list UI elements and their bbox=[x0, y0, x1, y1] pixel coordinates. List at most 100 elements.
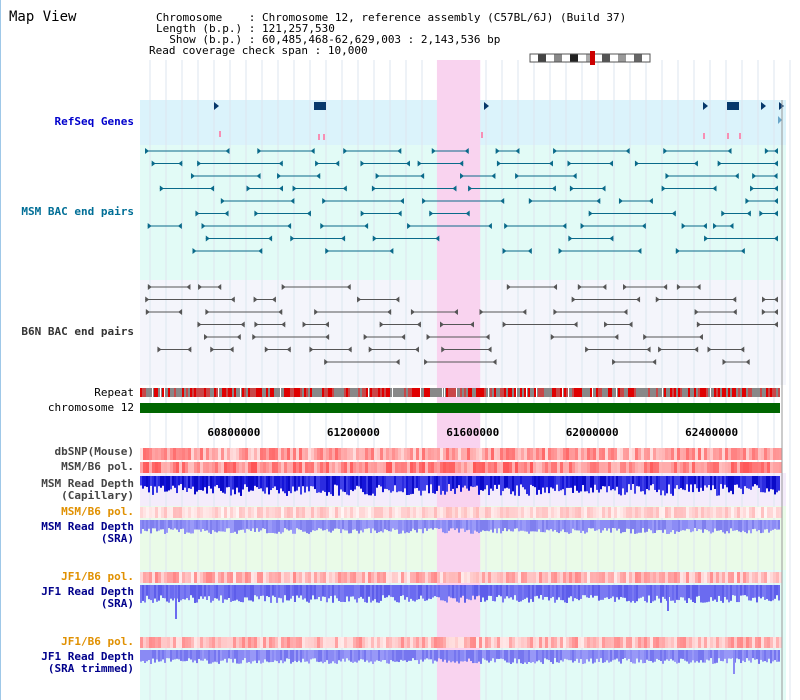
depth-bar bbox=[566, 520, 568, 533]
b6n-bac-end-pairs-label[interactable]: B6N BAC end pairs bbox=[21, 325, 134, 338]
depth-bar bbox=[180, 520, 182, 530]
depth-bar bbox=[242, 585, 244, 603]
jf1-b6-pol-label[interactable]: JF1/B6 pol. bbox=[61, 570, 134, 583]
depth-bar bbox=[498, 520, 500, 529]
refseq-genes-label[interactable]: RefSeq Genes bbox=[54, 115, 134, 128]
heat-cell bbox=[509, 448, 512, 460]
heat-cell bbox=[380, 448, 383, 460]
depth-bar bbox=[444, 520, 446, 534]
depth-bar bbox=[442, 585, 444, 601]
dbsnp-strip bbox=[140, 448, 782, 460]
heat-cell bbox=[416, 462, 419, 473]
heat-cell bbox=[755, 462, 758, 473]
heat-cell bbox=[581, 462, 584, 473]
depth-bar bbox=[530, 585, 532, 600]
heat-cell bbox=[725, 507, 728, 518]
depth-bar bbox=[412, 650, 414, 659]
heat-cell bbox=[590, 572, 593, 583]
depth-bar bbox=[552, 650, 554, 664]
depth-bar bbox=[548, 650, 550, 661]
heat-cell bbox=[278, 462, 281, 473]
heat-cell bbox=[761, 637, 764, 648]
repeat-element bbox=[482, 388, 484, 397]
heat-cell bbox=[290, 572, 293, 583]
heat-cell bbox=[440, 637, 443, 648]
depth-bar bbox=[210, 650, 212, 664]
depth-bar bbox=[762, 476, 764, 493]
depth-bar bbox=[248, 520, 250, 530]
heat-cell bbox=[449, 462, 452, 473]
depth-bar bbox=[696, 585, 698, 597]
depth-bar bbox=[742, 585, 744, 596]
heat-cell bbox=[671, 448, 674, 460]
heat-cell bbox=[287, 637, 290, 648]
heat-cell bbox=[503, 637, 506, 648]
depth-bar bbox=[546, 585, 548, 597]
depth-bar bbox=[172, 650, 174, 660]
jf1-read-depth-sra-label[interactable]: JF1 Read Depth bbox=[41, 585, 134, 598]
heat-cell bbox=[191, 448, 194, 460]
heat-cell bbox=[692, 507, 695, 518]
depth-bar bbox=[176, 476, 178, 494]
heat-cell bbox=[680, 637, 683, 648]
depth-bar bbox=[606, 650, 608, 661]
depth-bar bbox=[730, 520, 732, 529]
heat-cell bbox=[746, 637, 749, 648]
depth-bar bbox=[680, 476, 682, 489]
bac-end-arrow bbox=[681, 223, 686, 229]
depth-bar bbox=[388, 585, 390, 596]
msm-bac-end-pairs-label[interactable]: MSM BAC end pairs bbox=[21, 205, 134, 218]
msm-b6-pol-label[interactable]: MSM/B6 pol. bbox=[61, 460, 134, 473]
depth-bar bbox=[296, 650, 298, 663]
depth-bar bbox=[590, 585, 592, 596]
heat-cell bbox=[470, 572, 473, 583]
repeat-element bbox=[514, 388, 516, 397]
heat-cell bbox=[452, 572, 455, 583]
depth-bar bbox=[510, 650, 512, 664]
repeat-element bbox=[332, 388, 334, 397]
jf1-read-depth-trimmed-label[interactable]: JF1 Read Depth bbox=[41, 650, 134, 663]
depth-bar bbox=[302, 650, 304, 659]
depth-bar bbox=[228, 650, 230, 659]
depth-bar bbox=[322, 476, 324, 491]
heat-cell bbox=[659, 448, 662, 460]
depth-bar bbox=[140, 476, 142, 486]
gene-exon-mark bbox=[727, 133, 729, 139]
heat-cell bbox=[161, 462, 164, 473]
depth-bar bbox=[294, 476, 296, 492]
depth-bar bbox=[518, 520, 520, 532]
depth-bar bbox=[464, 476, 466, 486]
msm-b6-pol-sra-label[interactable]: MSM/B6 pol. bbox=[61, 505, 134, 518]
heat-cell bbox=[461, 637, 464, 648]
depth-bar bbox=[362, 520, 364, 533]
depth-bar bbox=[612, 650, 614, 661]
bac-end-arrow bbox=[729, 223, 734, 229]
depth-bar bbox=[758, 520, 760, 531]
depth-bar bbox=[404, 650, 406, 661]
depth-bar bbox=[190, 520, 192, 534]
depth-bar bbox=[430, 585, 432, 600]
heat-cell bbox=[185, 507, 188, 518]
heat-cell bbox=[182, 448, 185, 460]
depth-bar bbox=[486, 476, 488, 486]
heat-cell bbox=[374, 462, 377, 473]
heat-cell bbox=[146, 507, 149, 518]
heat-cell bbox=[323, 637, 326, 648]
heat-cell bbox=[245, 507, 248, 518]
heat-cell bbox=[563, 448, 566, 460]
heat-cell bbox=[362, 507, 365, 518]
heat-cell bbox=[272, 572, 275, 583]
bac-end-arrow bbox=[712, 185, 717, 192]
msm-read-depth-sra-label[interactable]: MSM Read Depth bbox=[41, 520, 134, 533]
depth-bar bbox=[704, 585, 706, 603]
depth-bar bbox=[296, 585, 298, 596]
heat-cell bbox=[365, 507, 368, 518]
dbsnp-mouse-label[interactable]: dbSNP(Mouse) bbox=[54, 445, 134, 458]
msm-read-depth-capillary-label[interactable]: MSM Read Depth bbox=[41, 477, 134, 490]
depth-bar bbox=[732, 476, 734, 495]
jf1-b6-pol-trimmed-label[interactable]: JF1/B6 pol. bbox=[61, 635, 134, 648]
heat-cell bbox=[479, 637, 482, 648]
depth-bar bbox=[770, 585, 772, 602]
bac-end-arrow bbox=[435, 235, 440, 242]
